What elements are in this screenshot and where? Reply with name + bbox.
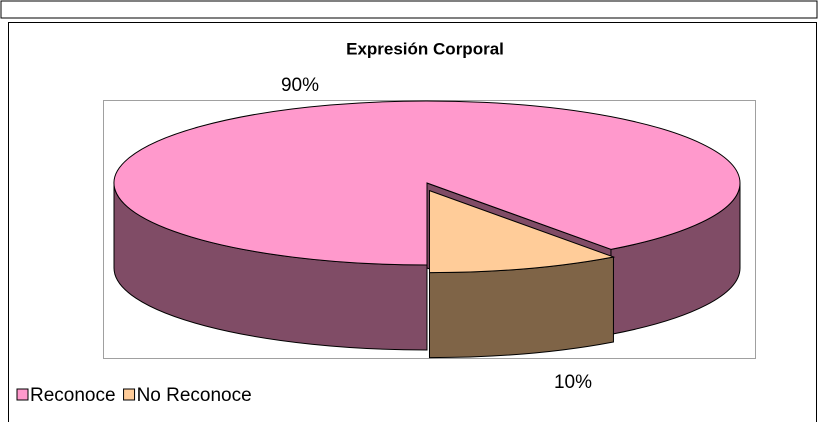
legend-swatch: [16, 388, 29, 401]
chart-title: Expresión Corporal: [346, 39, 504, 58]
legend-swatch: [123, 388, 136, 401]
data-label: 90%: [281, 75, 319, 96]
pie: [113, 100, 741, 359]
data-label: 10%: [554, 372, 592, 393]
chart-frame: [8, 22, 817, 422]
legend-label: No Reconoce: [137, 385, 252, 406]
slice-top: [113, 100, 741, 266]
slice-top: [428, 189, 616, 274]
legend-label: Reconoce: [30, 385, 116, 406]
top-frame: [0, 0, 818, 19]
